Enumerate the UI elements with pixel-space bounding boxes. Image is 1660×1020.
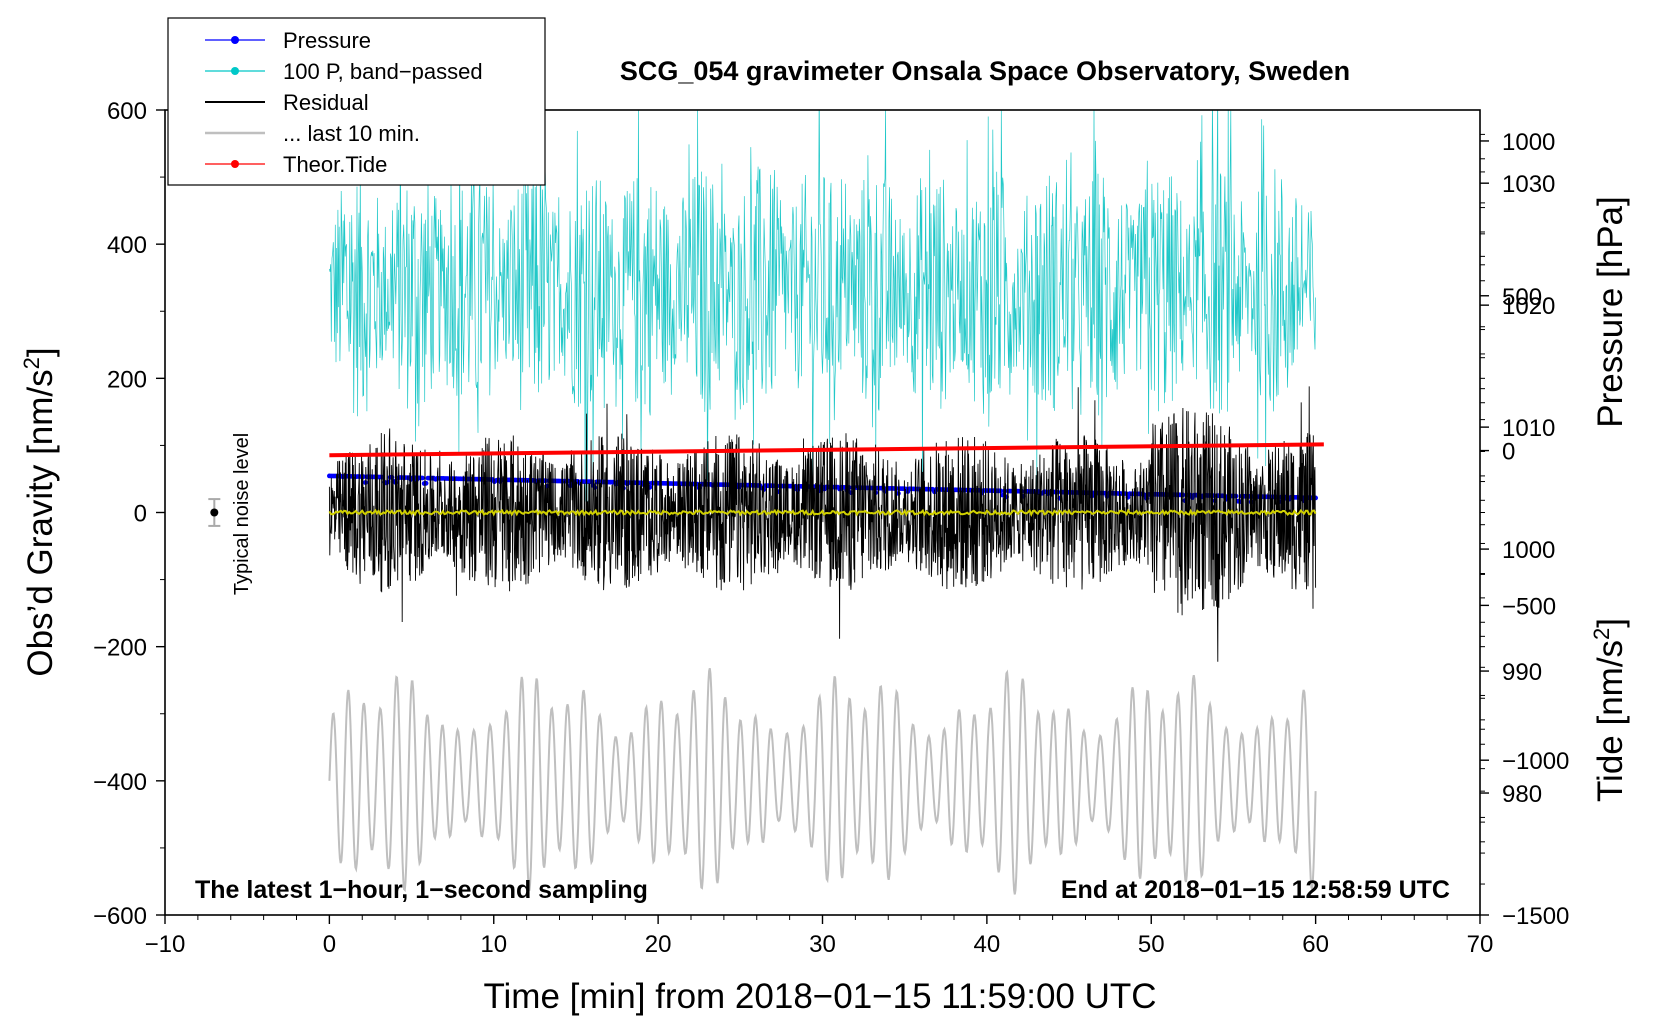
series-last-10-min xyxy=(328,667,1317,895)
end-time-annotation: End at 2018−01−15 12:58:59 UTC xyxy=(1061,876,1450,904)
pressure-tick-label: 1030 xyxy=(1502,171,1555,198)
x-tick-label: 10 xyxy=(480,931,507,958)
legend-label: 100 P, band−passed xyxy=(283,59,483,84)
pressure-tick-label: 1000 xyxy=(1502,537,1555,564)
left-tick-label: −600 xyxy=(93,903,147,930)
legend-marker xyxy=(231,67,239,75)
noise-point xyxy=(210,508,219,517)
tide-tick-label: 0 xyxy=(1502,439,1515,466)
left-tick-label: 600 xyxy=(107,98,147,125)
tide-tick-label: 1000 xyxy=(1502,129,1555,156)
chart-title: SCG_054 gravimeter Onsala Space Observat… xyxy=(620,56,1350,86)
x-tick-label: 40 xyxy=(974,931,1001,958)
x-tick-label: 30 xyxy=(809,931,836,958)
series-theoretical-tide xyxy=(329,442,1324,458)
x-tick-label: 60 xyxy=(1302,931,1329,958)
x-tick-label: 70 xyxy=(1467,931,1494,958)
x-tick-label: 50 xyxy=(1138,931,1165,958)
tide-tick-label: −1000 xyxy=(1502,748,1569,775)
sampling-annotation: The latest 1−hour, 1−second sampling xyxy=(195,876,648,904)
tide-tick-label: 500 xyxy=(1502,284,1542,311)
data-series xyxy=(327,110,1324,895)
pressure-axis-label: Pressure [hPa] xyxy=(1591,196,1630,428)
tide-axis-label: Tide [nm/s2] xyxy=(1589,618,1630,802)
x-tick-label: −10 xyxy=(145,931,186,958)
tide-tick-label: −1500 xyxy=(1502,903,1569,930)
left-tick-label: −400 xyxy=(93,769,147,796)
series-residual-smoothed xyxy=(328,508,1317,517)
pressure-tick-label: 980 xyxy=(1502,781,1542,808)
x-axis-label: Time [min] from 2018−01−15 11:59:00 UTC xyxy=(483,977,1156,1016)
legend: Pressure 100 P, band−passed Residual ... la… xyxy=(167,17,546,186)
left-tick-label: 0 xyxy=(134,501,147,528)
noise-level-marker xyxy=(208,498,221,527)
series-residual xyxy=(328,386,1317,662)
axes: −10 0 10 20 30 40 50 60 706004002000−200−400−600… xyxy=(93,98,1569,958)
legend-label: Residual xyxy=(283,90,369,115)
legend-label: Pressure xyxy=(283,28,371,53)
left-tick-label: −200 xyxy=(93,635,147,662)
legend-label: Theor.Tide xyxy=(283,152,387,177)
pressure-point xyxy=(419,475,425,481)
left-tick-label: 400 xyxy=(107,232,147,259)
pressure-tick-label: 1010 xyxy=(1502,415,1555,442)
tide-tick-label: −500 xyxy=(1502,593,1556,620)
pressure-tick-label: 1020 xyxy=(1502,293,1555,320)
noise-level-label: Typical noise level xyxy=(231,433,253,595)
x-tick-label: 0 xyxy=(323,931,336,958)
legend-label: ... last 10 min. xyxy=(283,121,420,146)
series-band-passed-pressure xyxy=(329,110,1316,504)
pressure-tick-label: 990 xyxy=(1502,659,1542,686)
x-tick-label: 20 xyxy=(645,931,672,958)
left-axis-label: Obs’d Gravity [nm/s2] xyxy=(19,347,60,676)
legend-marker xyxy=(231,160,239,168)
left-tick-label: 200 xyxy=(107,366,147,393)
legend-marker xyxy=(231,36,239,44)
